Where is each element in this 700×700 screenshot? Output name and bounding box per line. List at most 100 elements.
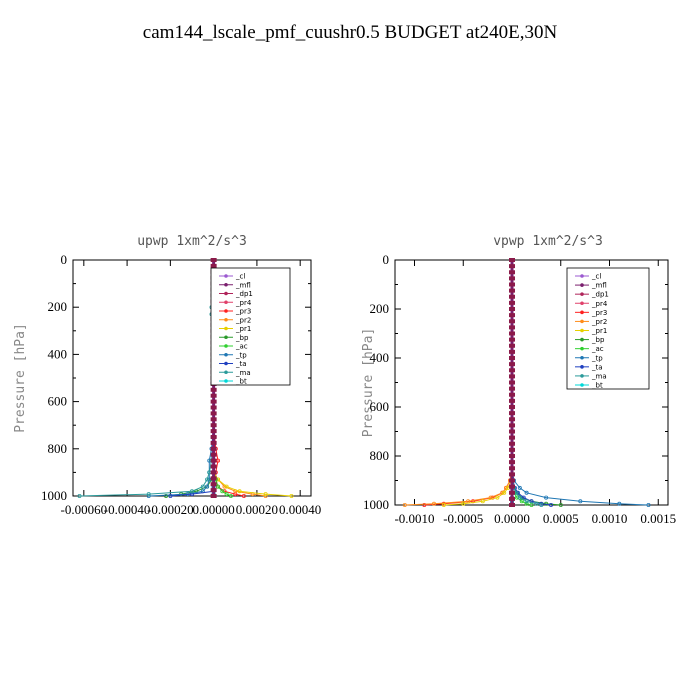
series-point_ac <box>529 502 534 507</box>
legend-label: _bt <box>591 382 603 390</box>
legend-marker <box>580 310 584 315</box>
series-point_pr1 <box>502 490 507 495</box>
series-point_tp <box>205 484 210 489</box>
y-tick-label: 1000 <box>41 488 67 503</box>
legend-label: _pr4 <box>235 299 252 307</box>
y-tick-label: 800 <box>370 448 390 463</box>
series-point_ac <box>524 501 529 506</box>
x-tick-label: 0.00020 <box>236 502 278 517</box>
legend-label: _ma <box>235 369 251 377</box>
zero-profile-marker <box>210 494 217 498</box>
x-tick-label: 0.00000 <box>193 502 235 517</box>
legend-label: _bp <box>235 334 249 342</box>
series-point_pr1 <box>495 495 500 500</box>
legend-marker <box>224 274 228 278</box>
legend: _cl_mfl_dp1_pr4_pr3_pr2_pr1_bp_ac_tp_ta_… <box>210 267 291 386</box>
series-point_pr1 <box>263 492 268 497</box>
series-point_ac <box>220 489 225 494</box>
legend-marker <box>224 309 228 313</box>
zero-profile-marker <box>509 478 515 483</box>
series-point_tp <box>578 499 583 504</box>
series-point_ma <box>146 492 151 497</box>
x-tick-label: -0.00020 <box>147 502 194 517</box>
zero-profile-marker <box>210 429 217 434</box>
zero-profile-marker <box>509 313 515 318</box>
y-tick-label: 0 <box>383 252 390 267</box>
series-point_pr1 <box>441 502 446 507</box>
series-point_pr1 <box>480 499 485 504</box>
legend-marker <box>580 274 584 278</box>
zero-profile-marker <box>210 399 217 404</box>
zero-profile-marker <box>210 458 217 463</box>
zero-profile-marker <box>509 386 515 391</box>
series-point_pr2 <box>402 502 407 507</box>
y-tick-label: 200 <box>48 299 68 314</box>
x-tick-label: -0.0005 <box>443 511 483 526</box>
zero-profile-marker <box>509 454 515 458</box>
y-tick-label: 400 <box>370 350 390 365</box>
legend-marker <box>580 365 584 369</box>
zero-profile-marker <box>509 362 515 367</box>
zero-profile-marker <box>210 482 217 487</box>
series-line_pr2 <box>404 260 513 506</box>
legend-label: _cl <box>235 273 245 281</box>
series-point_ac <box>228 493 233 498</box>
zero-profile-marker <box>509 447 515 452</box>
series-point_bp <box>558 502 563 507</box>
legend-marker <box>224 282 228 287</box>
legend-label: _mfl <box>591 282 607 290</box>
series-point_pr1 <box>224 484 229 489</box>
zero-profile-marker <box>210 446 217 451</box>
zero-profile-marker <box>210 476 217 481</box>
legend-label: _pr3 <box>591 309 607 317</box>
chart-panel-2: vpwp 1xm^2/s^3 Pressure [hPa] 0 200 400 600 80… <box>361 234 676 526</box>
legend-label: _pr1 <box>235 325 251 333</box>
zero-profile-marker <box>210 263 217 268</box>
zero-profile-marker <box>210 435 217 439</box>
zero-profile-marker <box>509 490 515 495</box>
zero-profile-marker <box>509 294 515 299</box>
series-line_bp <box>165 260 215 497</box>
series-point_ac <box>215 484 220 489</box>
legend-label: _ta <box>591 363 603 371</box>
zero-profile-marker <box>509 288 515 293</box>
series-point_ac <box>519 499 524 504</box>
legend-label: _dp1 <box>591 291 609 299</box>
legend-label: _ma <box>591 372 607 380</box>
legend-label: _mfl <box>235 281 251 289</box>
series-point_ma <box>205 477 210 482</box>
series-point_pr3 <box>241 493 246 498</box>
series-point_pr1 <box>461 501 466 506</box>
legend-label: _pr2 <box>235 316 251 324</box>
series-line_pr3 <box>424 260 513 506</box>
zero-profile-marker <box>509 398 515 403</box>
x-tick-label: 0.00040 <box>279 502 321 517</box>
x-tick-label: 0.0005 <box>543 511 579 526</box>
zero-profile-marker <box>509 374 515 379</box>
legend-label: _bp <box>591 336 605 344</box>
legend-marker <box>224 317 228 322</box>
zero-profile-marker <box>210 488 217 493</box>
zero-profile-marker <box>509 423 515 428</box>
series-line_ta <box>170 260 215 497</box>
legend-label: _ac <box>235 343 248 351</box>
series-point_ta <box>168 493 173 498</box>
chart-panel-1: upwp 1xm^2/s^3 Pressure [hPa] 0 200 400 600 80… <box>13 234 321 517</box>
zero-profile-marker <box>509 496 515 501</box>
legend-marker <box>224 361 228 366</box>
legend-label: _ac <box>591 345 604 353</box>
zero-profile-marker <box>509 503 515 507</box>
series-point_ma <box>517 495 522 500</box>
legend-marker <box>580 319 584 324</box>
zero-profile-marker <box>509 472 515 477</box>
zero-profile-marker <box>210 423 217 428</box>
zero-profile-marker <box>509 343 515 348</box>
legend-label: _ta <box>235 360 247 368</box>
legend-marker <box>580 374 584 378</box>
series-point_bp <box>163 493 168 498</box>
legend-label: _tp <box>591 354 603 362</box>
legend-label: _pr2 <box>591 318 607 326</box>
legend-label: _tp <box>235 351 247 359</box>
zero-profile-marker <box>509 325 515 330</box>
zero-profile-marker <box>509 405 515 409</box>
